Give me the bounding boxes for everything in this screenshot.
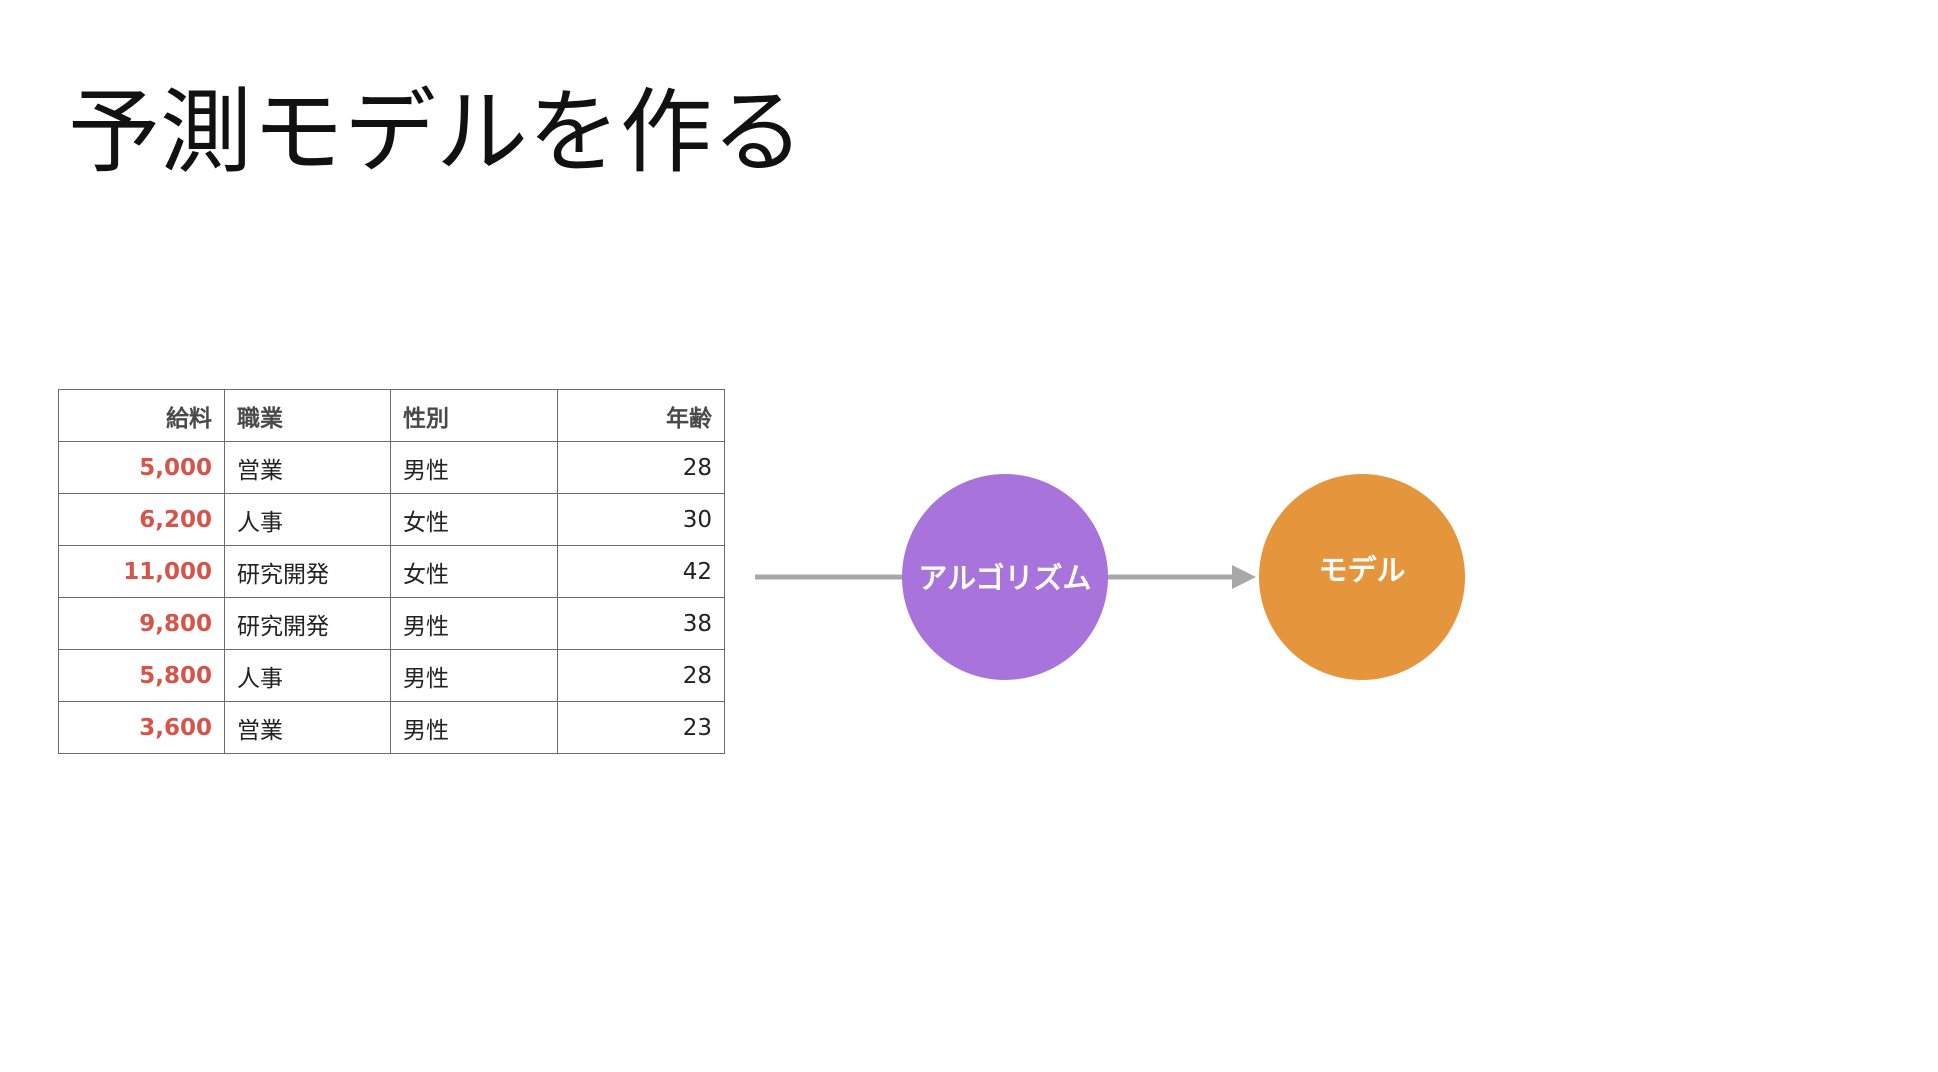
cell-occupation: 研究開発 — [224, 545, 391, 598]
page-title: 予測モデルを作る — [68, 79, 805, 186]
header-age: 年齢 — [557, 389, 725, 442]
table-row: 5,000 営業 男性 28 — [58, 441, 725, 494]
cell-age: 30 — [557, 493, 725, 546]
cell-age: 28 — [557, 649, 725, 702]
cell-age: 23 — [557, 701, 725, 754]
arrowhead-icon — [1232, 565, 1256, 589]
cell-salary: 6,200 — [58, 493, 225, 546]
cell-salary: 5,800 — [58, 649, 225, 702]
cell-salary: 3,600 — [58, 701, 225, 754]
table-row: 11,000 研究開発 女性 42 — [58, 545, 725, 598]
cell-occupation: 営業 — [224, 701, 391, 754]
table-row: 3,600 営業 男性 23 — [58, 701, 725, 754]
node-model-label: モデル — [1318, 553, 1405, 587]
cell-occupation: 営業 — [224, 441, 391, 494]
table-body: 5,000 営業 男性 28 6,200 人事 女性 30 11,000 研究開… — [58, 441, 725, 754]
cell-occupation: 研究開発 — [224, 597, 391, 650]
cell-salary: 5,000 — [58, 441, 225, 494]
cell-gender: 男性 — [390, 701, 558, 754]
cell-age: 28 — [557, 441, 725, 494]
cell-gender: 男性 — [390, 441, 558, 494]
table-row: 9,800 研究開発 男性 38 — [58, 597, 725, 650]
table-row: 5,800 人事 男性 28 — [58, 649, 725, 702]
node-algorithm-label: アルゴリズム — [918, 561, 1091, 595]
node-model — [1259, 474, 1465, 680]
node-algorithm — [902, 474, 1108, 680]
cell-age: 38 — [557, 597, 725, 650]
cell-salary: 9,800 — [58, 597, 225, 650]
header-salary: 給料 — [58, 389, 225, 442]
cell-gender: 女性 — [390, 545, 558, 598]
header-gender: 性別 — [390, 389, 558, 442]
cell-occupation: 人事 — [224, 493, 391, 546]
cell-gender: 男性 — [390, 597, 558, 650]
cell-occupation: 人事 — [224, 649, 391, 702]
cell-gender: 女性 — [390, 493, 558, 546]
table-row: 6,200 人事 女性 30 — [58, 493, 725, 546]
training-data-table: 給料 職業 性別 年齢 5,000 営業 男性 28 6,200 人事 女性 3… — [58, 389, 725, 754]
cell-age: 42 — [557, 545, 725, 598]
cell-gender: 男性 — [390, 649, 558, 702]
